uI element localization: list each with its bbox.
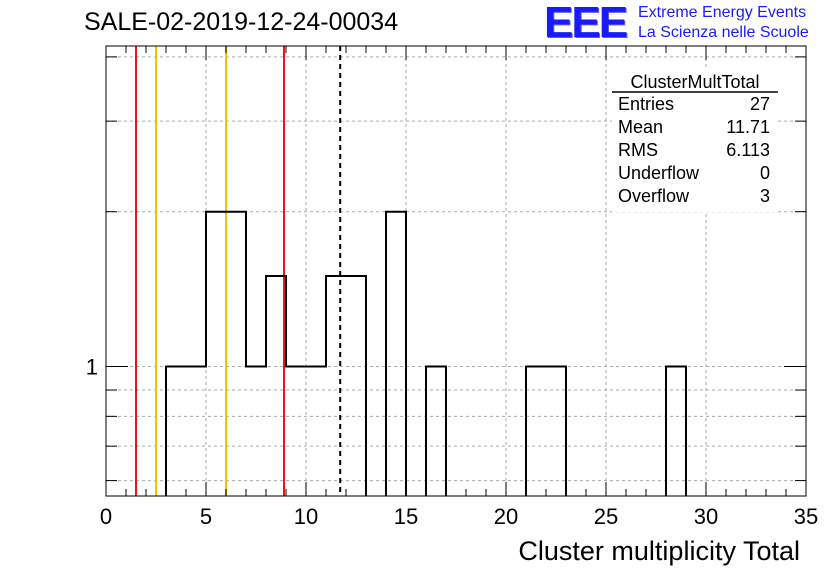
x-tick-label: 20 <box>494 504 518 529</box>
frame-layer <box>105 45 807 497</box>
stats-label: Underflow <box>618 163 700 183</box>
stats-label: Mean <box>618 117 663 137</box>
stats-value: 0 <box>760 163 770 183</box>
stats-value: 27 <box>750 94 770 114</box>
x-tick-label: 10 <box>294 504 318 529</box>
tick-layer: 0 5 10 15 20 25 30 351 <box>86 46 818 529</box>
stats-box-background <box>612 70 778 212</box>
histogram-bin <box>206 212 226 496</box>
eee-logo: EEE Extreme Energy Events La Scienza nel… <box>544 0 834 47</box>
histogram-bin <box>306 367 326 496</box>
histogram-layer <box>165 210 687 496</box>
histogram-bin <box>226 212 246 496</box>
histogram-bin <box>526 367 546 496</box>
x-tick-label: 35 <box>794 504 818 529</box>
stats-label: Entries <box>618 94 674 114</box>
histogram-bin <box>186 367 206 496</box>
x-tick-label: 0 <box>100 504 112 529</box>
x-tick-label: 25 <box>594 504 618 529</box>
histogram-bin <box>426 367 446 496</box>
histogram-bin <box>286 367 306 496</box>
stats-value: 11.71 <box>726 117 770 137</box>
logo-line-1: Extreme Energy Events <box>638 4 807 21</box>
logo-mark: EEE <box>544 0 628 47</box>
stats-label: Overflow <box>618 186 690 206</box>
x-tick-label: 5 <box>200 504 212 529</box>
histogram-bin <box>386 212 406 496</box>
histogram-bin <box>246 367 266 496</box>
stats-label: RMS <box>618 140 658 160</box>
grid-layer <box>106 46 806 496</box>
run-title: SALE-02-2019-12-24-00034 <box>84 8 399 36</box>
x-tick-label: 15 <box>394 504 418 529</box>
reference-lines-layer <box>135 46 342 496</box>
x-axis-label: Cluster multiplicity Total <box>518 536 800 566</box>
histogram-bin <box>346 276 366 496</box>
histogram-outline <box>165 210 687 496</box>
histogram-bin <box>326 276 346 496</box>
histogram-bin <box>546 367 566 496</box>
x-tick-label: 30 <box>694 504 718 529</box>
histogram-bin <box>666 367 686 496</box>
y-tick-label: 1 <box>86 355 98 380</box>
stats-value: 6.113 <box>726 140 770 160</box>
stats-value: 3 <box>760 186 770 206</box>
histogram-bin <box>166 367 186 496</box>
logo-line-2: La Scienza nelle Scuole <box>638 24 809 41</box>
stats-box-title: ClusterMultTotal <box>630 72 759 92</box>
plot-frame <box>105 45 807 497</box>
